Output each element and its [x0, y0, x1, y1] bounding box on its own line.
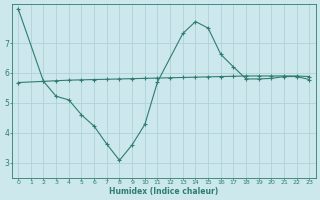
X-axis label: Humidex (Indice chaleur): Humidex (Indice chaleur) [109, 187, 219, 196]
